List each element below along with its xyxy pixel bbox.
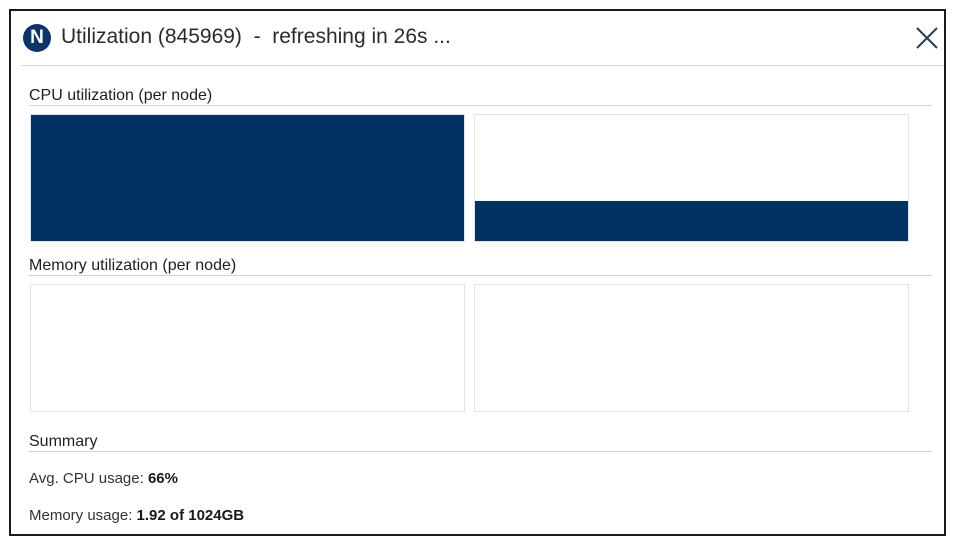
close-button[interactable]: [914, 25, 940, 51]
memory-node-2-gauge: [474, 284, 909, 412]
cpu-node-1-gauge: [30, 114, 465, 242]
cpu-node-2-gauge: [474, 114, 909, 242]
avg-cpu-label: Avg. CPU usage:: [29, 470, 148, 487]
memory-section-title: Memory utilization (per node): [29, 257, 237, 274]
memory-usage-label: Memory usage:: [29, 507, 137, 524]
dialog-header: N Utilization (845969) - refreshing in 2…: [21, 11, 944, 66]
summary-section-divider: [29, 451, 932, 452]
utilization-dialog: N Utilization (845969) - refreshing in 2…: [9, 9, 946, 536]
close-icon: [916, 27, 938, 49]
memory-node-1-gauge: [30, 284, 465, 412]
avg-cpu-value: 66%: [147, 470, 178, 487]
cpu-node-2-fill: [475, 200, 908, 241]
app-logo-icon: N: [23, 24, 51, 52]
cpu-section-divider: [29, 105, 932, 106]
dialog-title: Utilization (845969) - refreshing in 26s…: [61, 25, 451, 48]
memory-section-divider: [29, 275, 932, 276]
summary-section-title: Summary: [29, 433, 98, 450]
memory-usage: Memory usage: 1.92 of 1024GB: [29, 507, 244, 524]
memory-usage-value: 1.92 of 1024GB: [136, 507, 245, 524]
cpu-section-title: CPU utilization (per node): [29, 87, 213, 104]
avg-cpu-usage: Avg. CPU usage: 66%: [29, 470, 178, 487]
cpu-node-1-fill: [31, 115, 464, 241]
